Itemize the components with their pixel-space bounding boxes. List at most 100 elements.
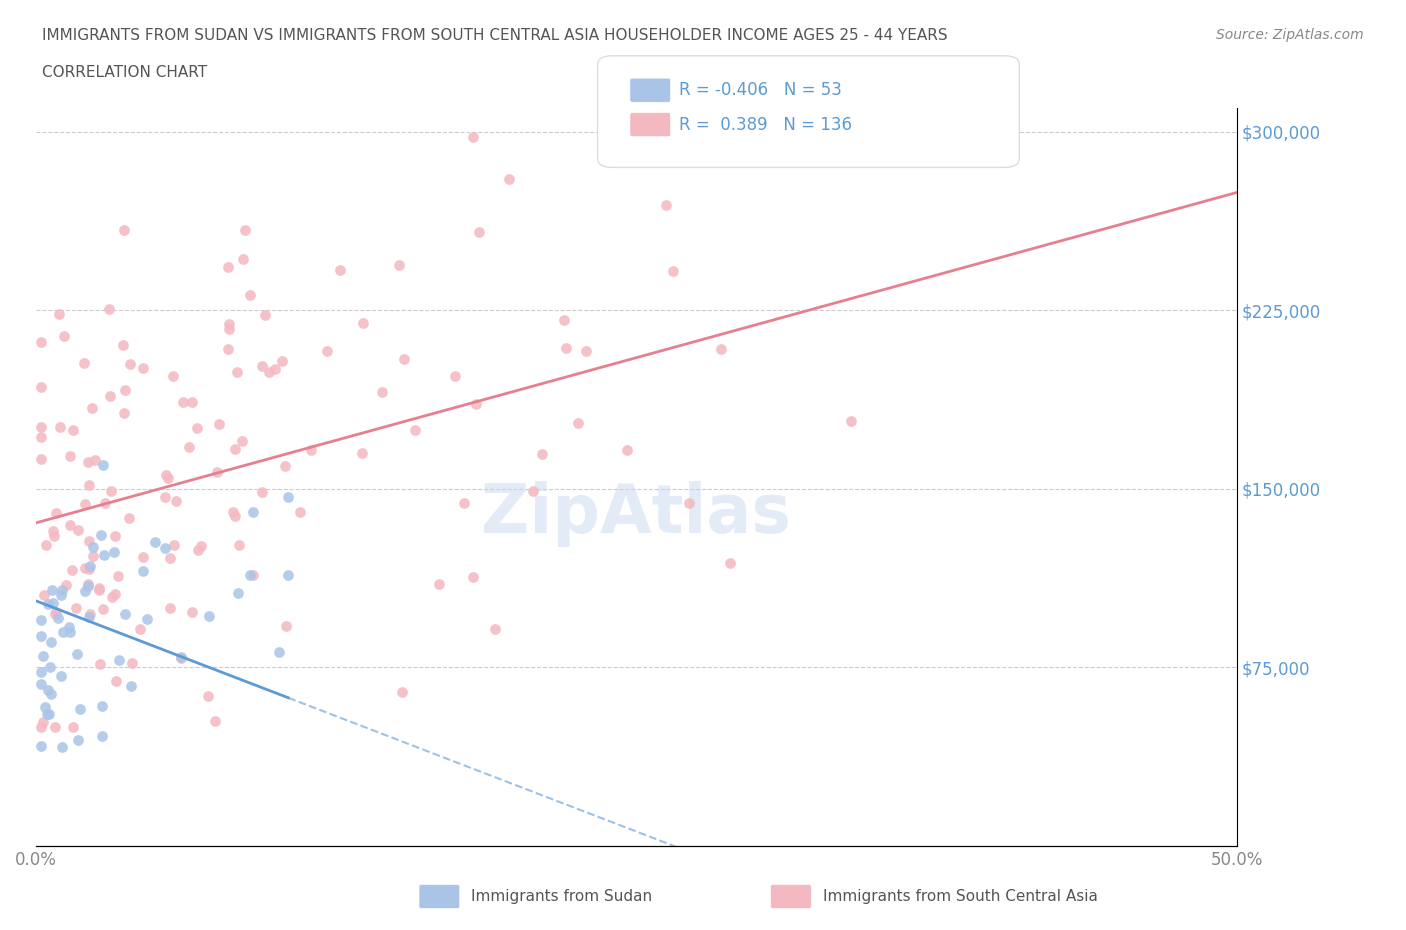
- Point: [329, 262, 352, 277]
- Point: [93, 547, 115, 562]
- Point: [73, 497, 96, 512]
- Point: [232, 251, 254, 266]
- Point: [128, 622, 150, 637]
- Point: [45, 604, 67, 619]
- Point: [77, 577, 100, 591]
- Point: [100, 590, 122, 604]
- Point: [59, 624, 82, 639]
- Point: [91, 601, 114, 616]
- Point: [461, 129, 484, 144]
- Point: [177, 440, 200, 455]
- Point: [468, 224, 491, 239]
- Text: ZipAtlas: ZipAtlas: [481, 481, 792, 547]
- Point: [30, 613, 52, 628]
- Point: [80, 401, 103, 416]
- Point: [253, 308, 276, 323]
- Point: [132, 360, 155, 375]
- Point: [484, 622, 506, 637]
- Point: [30, 334, 52, 349]
- Point: [49, 669, 72, 684]
- Point: [264, 362, 287, 377]
- Point: [39, 687, 62, 702]
- Point: [49, 419, 72, 434]
- Point: [104, 586, 127, 601]
- Point: [553, 312, 575, 327]
- Point: [839, 413, 862, 428]
- Point: [38, 707, 60, 722]
- Point: [30, 738, 52, 753]
- Point: [52, 624, 75, 639]
- Point: [276, 618, 298, 633]
- Point: [98, 301, 121, 316]
- Point: [153, 540, 176, 555]
- Point: [77, 561, 100, 576]
- Point: [522, 484, 544, 498]
- Point: [32, 714, 55, 729]
- Point: [112, 223, 135, 238]
- Point: [79, 558, 101, 573]
- Point: [98, 389, 121, 404]
- Point: [394, 352, 416, 366]
- Point: [90, 528, 112, 543]
- Point: [39, 660, 62, 675]
- Point: [48, 307, 70, 322]
- Point: [90, 728, 112, 743]
- Point: [197, 688, 219, 703]
- Point: [132, 550, 155, 565]
- Point: [277, 568, 299, 583]
- Point: [77, 578, 100, 593]
- Point: [242, 567, 264, 582]
- Point: [155, 468, 177, 483]
- Point: [222, 504, 245, 519]
- Point: [135, 611, 157, 626]
- Point: [352, 445, 374, 460]
- Point: [162, 368, 184, 383]
- Point: [59, 448, 82, 463]
- Point: [226, 585, 249, 600]
- Point: [60, 563, 83, 578]
- Point: [77, 478, 100, 493]
- Point: [163, 538, 186, 552]
- Point: [45, 506, 67, 521]
- Point: [30, 629, 52, 644]
- Point: [79, 606, 101, 621]
- Point: [53, 328, 76, 343]
- Point: [82, 548, 104, 563]
- Point: [180, 604, 202, 619]
- Point: [42, 596, 65, 611]
- Point: [49, 588, 72, 603]
- Point: [34, 700, 56, 715]
- Text: CORRELATION CHART: CORRELATION CHART: [42, 65, 207, 80]
- Point: [58, 619, 80, 634]
- Point: [165, 493, 187, 508]
- Point: [30, 664, 52, 679]
- Point: [567, 416, 589, 431]
- Point: [710, 341, 733, 356]
- Point: [66, 733, 89, 748]
- Point: [112, 405, 135, 420]
- Point: [104, 529, 127, 544]
- Point: [461, 569, 484, 584]
- Point: [91, 458, 114, 472]
- Point: [32, 587, 55, 602]
- Point: [75, 560, 97, 575]
- Point: [37, 683, 59, 698]
- Point: [655, 197, 678, 212]
- Point: [30, 430, 52, 445]
- Point: [226, 364, 249, 379]
- Point: [87, 582, 110, 597]
- Point: [55, 578, 77, 592]
- Point: [204, 714, 226, 729]
- Point: [93, 495, 115, 510]
- Point: [82, 539, 104, 554]
- Point: [170, 651, 193, 666]
- Point: [62, 719, 84, 734]
- Point: [352, 316, 374, 331]
- Point: [59, 518, 82, 533]
- Text: IMMIGRANTS FROM SUDAN VS IMMIGRANTS FROM SOUTH CENTRAL ASIA HOUSEHOLDER INCOME A: IMMIGRANTS FROM SUDAN VS IMMIGRANTS FROM…: [42, 28, 948, 43]
- Point: [181, 394, 204, 409]
- Point: [62, 422, 84, 437]
- Point: [77, 534, 100, 549]
- Point: [444, 368, 467, 383]
- Point: [186, 420, 208, 435]
